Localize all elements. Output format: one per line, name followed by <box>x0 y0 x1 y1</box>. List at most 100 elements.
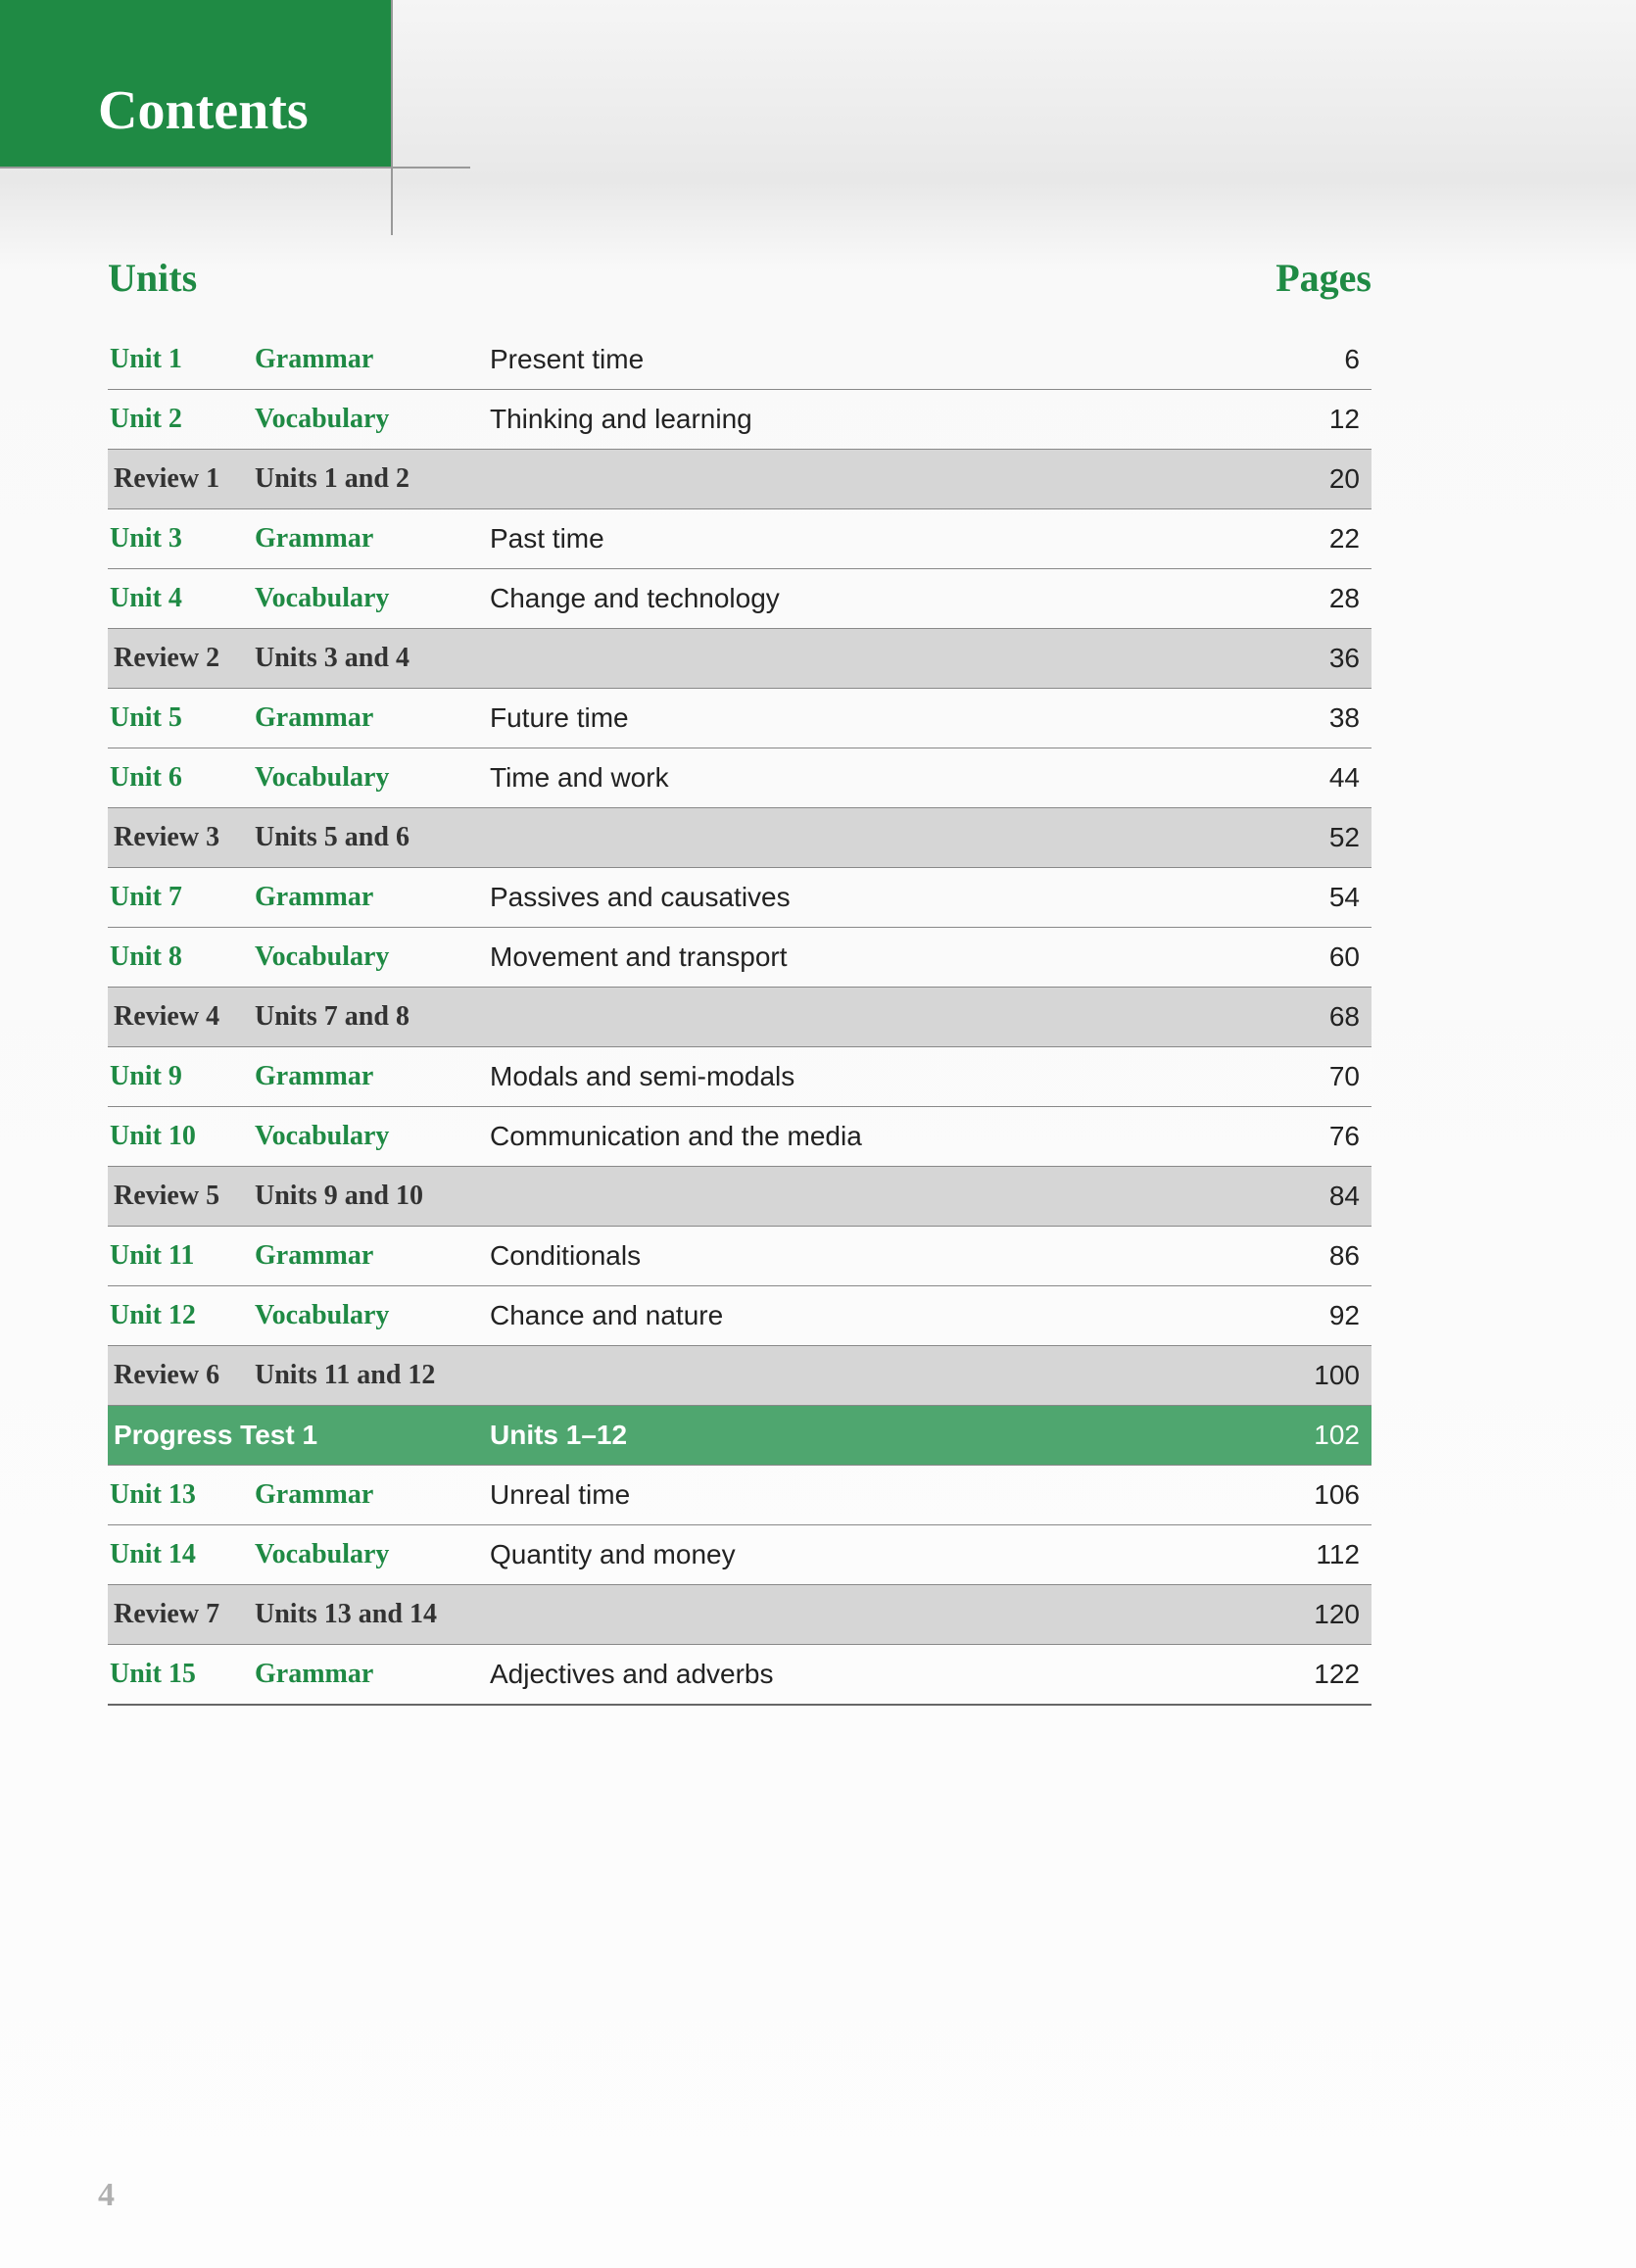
contents-row: Unit 9GrammarModals and semi-modals70 <box>108 1047 1371 1107</box>
row-unit: Review 7 <box>108 1599 255 1630</box>
row-page: 28 <box>1281 583 1360 614</box>
row-page: 120 <box>1281 1599 1360 1630</box>
row-page: 84 <box>1281 1181 1360 1212</box>
column-headers: Units Pages <box>108 255 1371 301</box>
row-type: Grammar <box>255 702 490 734</box>
contents-row: Review 5Units 9 and 10 84 <box>108 1167 1371 1227</box>
contents-row: Progress Test 1Units 1–12102 <box>108 1406 1371 1466</box>
row-page: 6 <box>1281 344 1360 375</box>
row-unit: Review 6 <box>108 1360 255 1391</box>
row-type: Grammar <box>255 1659 490 1690</box>
row-page: 44 <box>1281 762 1360 794</box>
contents-row: Review 2Units 3 and 436 <box>108 629 1371 689</box>
row-type: Vocabulary <box>255 762 490 794</box>
row-unit: Progress Test 1 <box>108 1420 490 1451</box>
row-unit: Review 4 <box>108 1001 255 1033</box>
column-header-pages: Pages <box>1275 255 1371 301</box>
contents-row: Unit 12VocabularyChance and nature92 <box>108 1286 1371 1346</box>
row-type: Units 7 and 8 <box>255 1001 490 1033</box>
row-type: Grammar <box>255 1240 490 1272</box>
row-type: Units 5 and 6 <box>255 822 490 853</box>
contents-row: Unit 8VocabularyMovement and transport60 <box>108 928 1371 988</box>
row-type: Units 1 and 2 <box>255 463 490 495</box>
row-type: Units 11 and 12 <box>255 1360 490 1391</box>
row-description: Change and technology <box>490 583 1281 614</box>
row-description: Conditionals <box>490 1240 1281 1272</box>
contents-row: Unit 6VocabularyTime and work44 <box>108 748 1371 808</box>
row-type: Vocabulary <box>255 404 490 435</box>
row-unit: Review 5 <box>108 1181 255 1212</box>
row-unit: Unit 14 <box>108 1539 255 1570</box>
row-page: 70 <box>1281 1061 1360 1092</box>
row-unit: Unit 10 <box>108 1121 255 1152</box>
contents-row: Unit 14VocabularyQuantity and money112 <box>108 1525 1371 1585</box>
contents-row: Unit 1GrammarPresent time6 <box>108 330 1371 390</box>
row-page: 100 <box>1281 1360 1360 1391</box>
row-description: Movement and transport <box>490 941 1281 973</box>
row-unit: Unit 11 <box>108 1240 255 1272</box>
page-title: Contents <box>98 79 309 142</box>
row-type: Units 9 and 10 <box>255 1181 490 1212</box>
row-unit: Unit 8 <box>108 941 255 973</box>
row-description: Modals and semi-modals <box>490 1061 1281 1092</box>
row-page: 106 <box>1281 1479 1360 1511</box>
rows-container: Unit 1GrammarPresent time6Unit 2Vocabula… <box>108 330 1371 1706</box>
row-unit: Review 2 <box>108 643 255 674</box>
row-type: Units 13 and 14 <box>255 1599 490 1630</box>
row-unit: Unit 1 <box>108 344 255 375</box>
row-description: Present time <box>490 344 1281 375</box>
row-type: Vocabulary <box>255 1300 490 1331</box>
row-page: 36 <box>1281 643 1360 674</box>
contents-row: Unit 4VocabularyChange and technology28 <box>108 569 1371 629</box>
column-header-units: Units <box>108 255 197 301</box>
row-page: 38 <box>1281 702 1360 734</box>
row-page: 52 <box>1281 822 1360 853</box>
row-description: Passives and causatives <box>490 882 1281 913</box>
contents-row: Unit 15GrammarAdjectives and adverbs122 <box>108 1645 1371 1706</box>
contents-row: Unit 5GrammarFuture time38 <box>108 689 1371 748</box>
contents-row: Unit 2VocabularyThinking and learning12 <box>108 390 1371 450</box>
row-unit: Unit 2 <box>108 404 255 435</box>
row-type: Grammar <box>255 523 490 555</box>
header-vertical-rule <box>391 0 393 235</box>
row-unit: Review 1 <box>108 463 255 495</box>
contents-row: Unit 10VocabularyCommunication and the m… <box>108 1107 1371 1167</box>
row-type: Grammar <box>255 1479 490 1511</box>
header-horizontal-rule <box>0 167 470 169</box>
row-type: Vocabulary <box>255 1539 490 1570</box>
contents-row: Unit 11GrammarConditionals86 <box>108 1227 1371 1286</box>
row-unit: Unit 13 <box>108 1479 255 1511</box>
contents-row: Review 6Units 11 and 12 100 <box>108 1346 1371 1406</box>
row-page: 54 <box>1281 882 1360 913</box>
row-page: 60 <box>1281 941 1360 973</box>
row-unit: Unit 12 <box>108 1300 255 1331</box>
row-page: 20 <box>1281 463 1360 495</box>
contents-row: Review 3Units 5 and 6 52 <box>108 808 1371 868</box>
row-unit: Unit 15 <box>108 1659 255 1690</box>
header-block: Contents <box>0 0 392 167</box>
row-description: Communication and the media <box>490 1121 1281 1152</box>
contents-row: Unit 7GrammarPassives and causatives54 <box>108 868 1371 928</box>
page-number: 4 <box>98 2177 115 2214</box>
row-page: 92 <box>1281 1300 1360 1331</box>
row-page: 68 <box>1281 1001 1360 1033</box>
row-type: Grammar <box>255 344 490 375</box>
row-type: Grammar <box>255 1061 490 1092</box>
row-description: Units 1–12 <box>490 1420 1281 1451</box>
row-description: Adjectives and adverbs <box>490 1659 1281 1690</box>
row-unit: Unit 9 <box>108 1061 255 1092</box>
row-description: Time and work <box>490 762 1281 794</box>
contents-row: Review 4Units 7 and 8 68 <box>108 988 1371 1047</box>
row-page: 102 <box>1281 1420 1360 1451</box>
row-page: 76 <box>1281 1121 1360 1152</box>
row-unit: Unit 6 <box>108 762 255 794</box>
row-unit: Unit 3 <box>108 523 255 555</box>
row-type: Vocabulary <box>255 1121 490 1152</box>
row-page: 112 <box>1281 1539 1360 1570</box>
row-page: 122 <box>1281 1659 1360 1690</box>
row-description: Unreal time <box>490 1479 1281 1511</box>
row-unit: Review 3 <box>108 822 255 853</box>
row-type: Vocabulary <box>255 583 490 614</box>
row-description: Quantity and money <box>490 1539 1281 1570</box>
contents-row: Unit 13GrammarUnreal time106 <box>108 1466 1371 1525</box>
